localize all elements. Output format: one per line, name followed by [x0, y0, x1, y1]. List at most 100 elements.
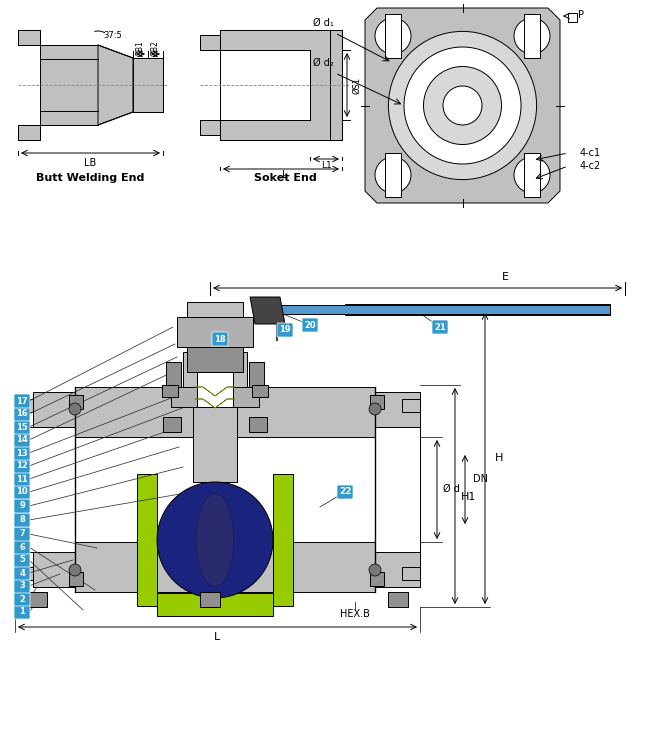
Polygon shape [375, 427, 420, 552]
Text: 6: 6 [19, 542, 25, 551]
Polygon shape [40, 45, 98, 125]
Text: L: L [214, 632, 220, 642]
Polygon shape [385, 153, 401, 197]
Text: 22: 22 [339, 487, 351, 497]
Polygon shape [388, 592, 408, 607]
Text: 37:5: 37:5 [103, 31, 122, 40]
Text: 21: 21 [434, 322, 446, 331]
Text: P: P [578, 10, 584, 20]
Circle shape [369, 403, 381, 415]
Circle shape [69, 564, 81, 576]
Circle shape [514, 18, 550, 54]
FancyBboxPatch shape [14, 485, 30, 499]
FancyBboxPatch shape [14, 592, 30, 606]
Polygon shape [273, 474, 293, 606]
Polygon shape [200, 592, 220, 607]
Text: 20: 20 [304, 321, 316, 330]
Polygon shape [15, 427, 75, 552]
Polygon shape [75, 437, 375, 542]
Polygon shape [220, 30, 330, 140]
Text: 8: 8 [19, 515, 25, 524]
Polygon shape [345, 304, 610, 315]
Text: 9: 9 [19, 501, 25, 510]
Polygon shape [215, 399, 235, 408]
Polygon shape [402, 567, 420, 580]
Circle shape [443, 86, 482, 125]
Polygon shape [249, 362, 264, 387]
Polygon shape [137, 474, 157, 606]
Text: Ø d₁: Ø d₁ [313, 18, 334, 28]
Text: E: E [501, 272, 509, 282]
Polygon shape [177, 317, 253, 347]
FancyBboxPatch shape [14, 499, 30, 513]
Polygon shape [200, 35, 220, 50]
Text: ØS1: ØS1 [353, 76, 361, 93]
Polygon shape [249, 417, 267, 432]
Text: H: H [495, 453, 503, 463]
Polygon shape [370, 395, 384, 409]
Polygon shape [33, 392, 75, 587]
Text: Butt Welding End: Butt Welding End [36, 173, 144, 183]
Text: 12: 12 [16, 462, 28, 471]
FancyBboxPatch shape [14, 566, 30, 580]
Polygon shape [252, 385, 268, 397]
Polygon shape [385, 14, 401, 58]
Polygon shape [18, 30, 40, 45]
Bar [568, 13, 577, 22]
Text: LB: LB [84, 158, 96, 168]
Circle shape [388, 31, 537, 180]
Circle shape [375, 18, 411, 54]
Text: 17: 17 [16, 397, 28, 406]
Text: H1: H1 [461, 492, 476, 502]
Text: 11: 11 [16, 474, 28, 483]
Polygon shape [275, 305, 610, 314]
Text: DN: DN [473, 474, 488, 484]
Polygon shape [75, 387, 375, 592]
Polygon shape [365, 8, 560, 203]
Polygon shape [370, 572, 384, 586]
Polygon shape [524, 153, 540, 197]
Polygon shape [215, 387, 235, 396]
Polygon shape [200, 120, 220, 135]
Polygon shape [220, 50, 310, 120]
Polygon shape [18, 125, 40, 140]
Text: 1: 1 [19, 607, 25, 616]
Polygon shape [195, 387, 215, 396]
Polygon shape [27, 592, 47, 607]
Polygon shape [69, 572, 83, 586]
Circle shape [157, 482, 273, 598]
Polygon shape [162, 385, 178, 397]
FancyBboxPatch shape [212, 332, 228, 346]
FancyBboxPatch shape [337, 485, 353, 499]
Circle shape [424, 66, 501, 145]
Text: 2: 2 [19, 595, 25, 604]
FancyBboxPatch shape [14, 459, 30, 473]
Circle shape [375, 157, 411, 193]
FancyBboxPatch shape [14, 553, 30, 567]
Polygon shape [375, 392, 420, 587]
Ellipse shape [196, 494, 234, 586]
Text: 4: 4 [19, 568, 25, 577]
Text: 10: 10 [16, 487, 28, 497]
Text: ØB1: ØB1 [136, 40, 145, 56]
Polygon shape [183, 352, 247, 387]
Polygon shape [402, 399, 420, 412]
Text: 19: 19 [279, 325, 291, 334]
Polygon shape [250, 297, 285, 324]
Text: 18: 18 [215, 334, 226, 343]
Polygon shape [98, 45, 133, 125]
Text: HEX.B: HEX.B [340, 609, 370, 619]
Circle shape [404, 47, 521, 164]
Polygon shape [166, 362, 181, 387]
FancyBboxPatch shape [14, 420, 30, 434]
Text: Ø d: Ø d [443, 484, 460, 494]
Text: 3: 3 [19, 581, 25, 591]
Polygon shape [15, 399, 33, 412]
Circle shape [369, 564, 381, 576]
FancyBboxPatch shape [14, 433, 30, 447]
FancyBboxPatch shape [432, 320, 448, 334]
FancyBboxPatch shape [14, 513, 30, 527]
FancyBboxPatch shape [302, 318, 318, 332]
FancyBboxPatch shape [14, 579, 30, 593]
Text: ØB2: ØB2 [151, 40, 159, 56]
